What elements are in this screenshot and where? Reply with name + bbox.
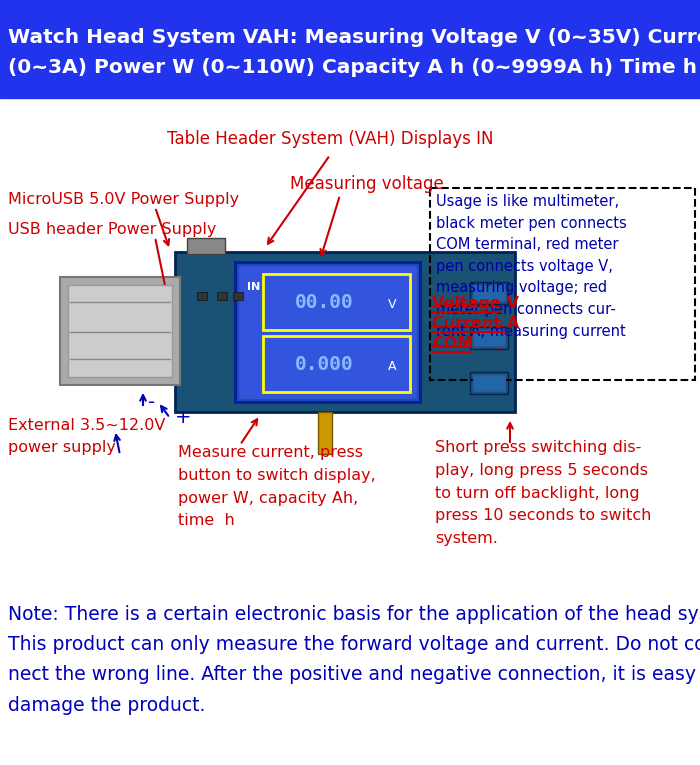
- Text: Watch Head System VAH: Measuring Voltage V (0~35V) Current A: Watch Head System VAH: Measuring Voltage…: [8, 28, 700, 47]
- Bar: [470, 327, 508, 349]
- Text: Current A: Current A: [432, 316, 519, 331]
- Bar: [473, 375, 505, 391]
- Bar: [60, 277, 180, 385]
- Bar: [235, 262, 420, 402]
- Text: -: -: [148, 393, 155, 412]
- Bar: [187, 238, 225, 254]
- Bar: [470, 372, 508, 394]
- Bar: [175, 252, 515, 412]
- Bar: [473, 330, 505, 346]
- Bar: [470, 282, 508, 304]
- Bar: [68, 285, 172, 377]
- Text: MicroUSB 5.0V Power Supply: MicroUSB 5.0V Power Supply: [8, 192, 239, 207]
- Text: 0.000: 0.000: [295, 354, 354, 373]
- Bar: [239, 266, 416, 398]
- Text: Table Header System (VAH) Displays IN: Table Header System (VAH) Displays IN: [167, 130, 494, 148]
- Text: Measure current, press
button to switch display,
power W, capacity Ah,
time  h: Measure current, press button to switch …: [178, 445, 376, 529]
- Text: External 3.5~12.0V
power supply: External 3.5~12.0V power supply: [8, 418, 165, 455]
- Text: Measuring voltage: Measuring voltage: [290, 175, 444, 193]
- Text: COM: COM: [432, 336, 473, 351]
- Bar: [217, 292, 227, 300]
- Bar: [318, 412, 332, 454]
- Text: V: V: [388, 298, 397, 311]
- Text: +: +: [175, 408, 192, 427]
- Bar: [233, 292, 243, 300]
- Text: Usage is like multimeter,
black meter pen connects
COM terminal, red meter
pen c: Usage is like multimeter, black meter pe…: [436, 194, 626, 339]
- Text: Short press switching dis-
play, long press 5 seconds
to turn off backlight, lon: Short press switching dis- play, long pr…: [435, 440, 652, 546]
- Text: Note: There is a certain electronic basis for the application of the head system: Note: There is a certain electronic basi…: [8, 605, 700, 715]
- Bar: [197, 292, 207, 300]
- Text: (0~3A) Power W (0~110W) Capacity A h (0~9999A h) Time h (0~100h): (0~3A) Power W (0~110W) Capacity A h (0~…: [8, 58, 700, 77]
- Text: USB header Power Supply: USB header Power Supply: [8, 222, 216, 237]
- Bar: [0, 0, 700, 98]
- Bar: [473, 285, 505, 301]
- Text: IN: IN: [247, 282, 260, 292]
- Text: 00.00: 00.00: [295, 292, 354, 311]
- Text: Voltage V: Voltage V: [432, 296, 519, 311]
- Bar: [263, 336, 410, 392]
- Bar: [263, 274, 410, 330]
- Bar: [430, 188, 695, 380]
- Text: A: A: [388, 360, 397, 373]
